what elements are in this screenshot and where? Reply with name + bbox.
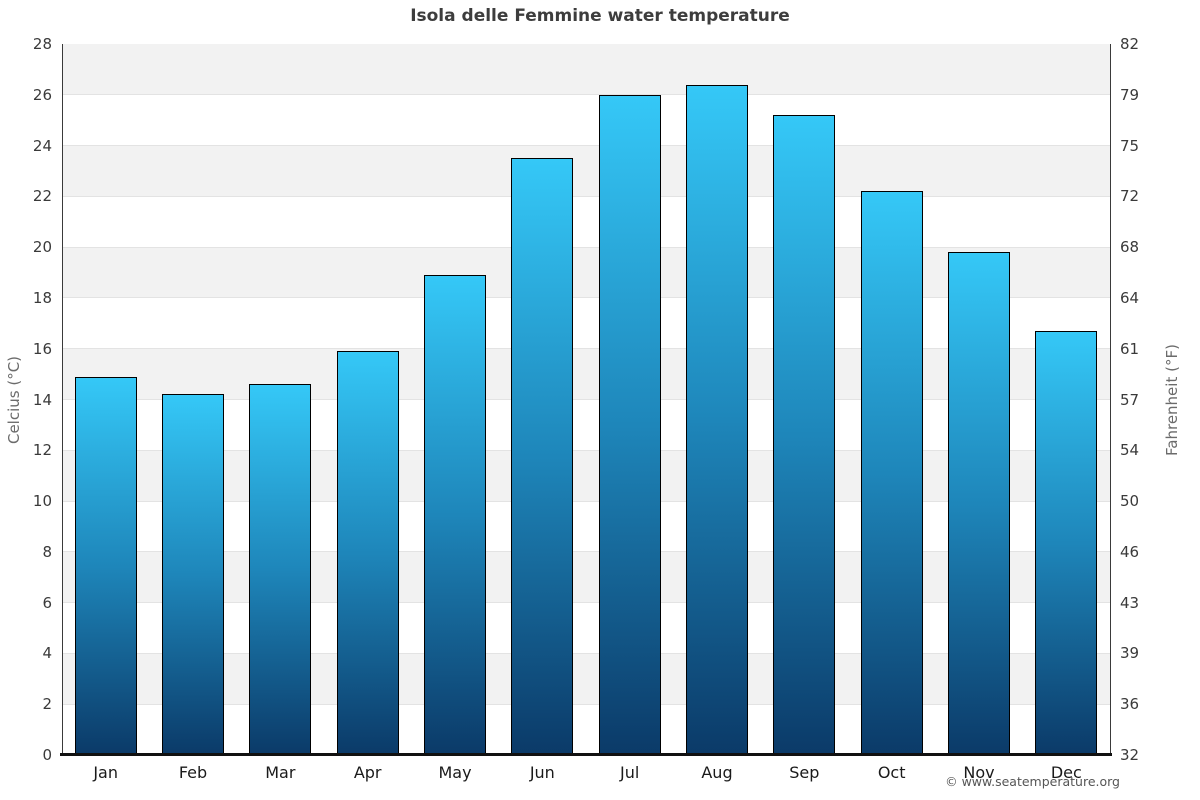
- y-tick-celsius: 4: [42, 644, 52, 663]
- gridline: [62, 602, 1110, 604]
- plot-band: [62, 501, 1110, 552]
- bar-jan: [74, 376, 137, 755]
- y-tick-fahrenheit: 82: [1120, 35, 1140, 53]
- gridline: [62, 195, 1110, 197]
- x-tick-oct: Oct: [877, 763, 906, 782]
- x-tick-nov: Nov: [963, 763, 995, 782]
- plot-band: [62, 602, 1110, 654]
- bar-mar: [249, 384, 312, 755]
- y-tick-fahrenheit: 39: [1120, 644, 1140, 663]
- y-tick-fahrenheit: 46: [1120, 542, 1140, 561]
- bar-jun: [511, 158, 574, 755]
- x-tick-jul: Jul: [620, 763, 640, 782]
- y-tick-fahrenheit: 68: [1120, 238, 1140, 257]
- y-tick-fahrenheit: 57: [1120, 390, 1140, 409]
- copyright-text: © www.seatemperature.org: [945, 774, 1120, 789]
- y-tick-celsius: 26: [32, 85, 52, 104]
- y-tick-fahrenheit: 75: [1120, 136, 1140, 155]
- y-tick-celsius: 10: [32, 492, 52, 511]
- y-tick-celsius: 12: [32, 441, 52, 460]
- plot-band: [62, 348, 1110, 400]
- y-tick-fahrenheit: 64: [1120, 288, 1140, 307]
- plot-band: [62, 450, 1110, 502]
- bar-dec: [1035, 330, 1098, 755]
- y-tick-fahrenheit: 50: [1120, 492, 1140, 511]
- x-tick-may: May: [438, 763, 472, 782]
- gridline: [62, 703, 1110, 705]
- y-tick-celsius: 14: [32, 390, 52, 409]
- gridline: [62, 297, 1110, 299]
- bar-aug: [686, 84, 748, 755]
- gridline: [62, 652, 1110, 654]
- gridline: [62, 551, 1110, 553]
- plot-band: [62, 297, 1110, 349]
- y-tick-celsius: 24: [32, 136, 52, 155]
- plot-band: [62, 653, 1110, 705]
- plot-band: [62, 94, 1110, 146]
- x-tick-mar: Mar: [265, 763, 296, 782]
- gridline: [62, 94, 1110, 96]
- y-tick-celsius: 0: [42, 746, 52, 764]
- x-tick-dec: Dec: [1050, 763, 1082, 782]
- bar-may: [424, 275, 486, 755]
- gridline: [62, 246, 1110, 248]
- bar-jul: [598, 94, 661, 755]
- plot-band: [62, 247, 1110, 298]
- y-tick-fahrenheit: 61: [1120, 339, 1140, 358]
- gridline: [62, 500, 1110, 502]
- bar-feb: [162, 394, 224, 755]
- y-tick-fahrenheit: 43: [1120, 593, 1140, 612]
- gridline: [62, 348, 1110, 350]
- chart-title: Isola delle Femmine water temperature: [410, 6, 790, 26]
- x-tick-jan: Jan: [93, 763, 118, 782]
- bar-sep: [773, 115, 836, 755]
- plot-band: [62, 704, 1110, 755]
- gridline: [62, 449, 1110, 451]
- gridline: [62, 399, 1110, 400]
- y-tick-celsius: 8: [42, 542, 52, 561]
- bar-nov: [948, 252, 1010, 755]
- y-tick-celsius: 28: [32, 35, 52, 53]
- plot-band: [62, 44, 1110, 95]
- plot-band: [62, 551, 1110, 603]
- y-tick-fahrenheit: 54: [1120, 441, 1140, 460]
- bar-oct: [860, 191, 923, 755]
- y-tick-celsius: 6: [42, 593, 52, 612]
- y-tick-celsius: 20: [32, 238, 52, 257]
- x-tick-jun: Jun: [529, 763, 555, 782]
- plot-band: [62, 196, 1110, 248]
- plot-band: [62, 399, 1110, 451]
- y-tick-fahrenheit: 36: [1120, 695, 1140, 714]
- x-tick-apr: Apr: [353, 763, 382, 782]
- plot-band: [62, 145, 1110, 197]
- y-tick-fahrenheit: 72: [1120, 187, 1140, 206]
- x-axis-line: [60, 753, 1112, 756]
- y-tick-fahrenheit: 79: [1120, 85, 1140, 104]
- y-tick-fahrenheit: 32: [1120, 746, 1140, 764]
- gridline: [62, 145, 1110, 147]
- bar-apr: [336, 351, 399, 755]
- y-tick-celsius: 2: [42, 695, 52, 714]
- y-tick-celsius: 22: [32, 187, 52, 206]
- plot-area: [62, 44, 1110, 755]
- y-tick-celsius: 18: [32, 288, 52, 307]
- y-axis-line-right: [1110, 44, 1111, 755]
- x-tick-feb: Feb: [178, 763, 208, 782]
- y-axis-line-left: [62, 44, 63, 755]
- x-tick-sep: Sep: [789, 763, 820, 782]
- x-tick-aug: Aug: [701, 763, 733, 782]
- y-tick-celsius: 16: [32, 339, 52, 358]
